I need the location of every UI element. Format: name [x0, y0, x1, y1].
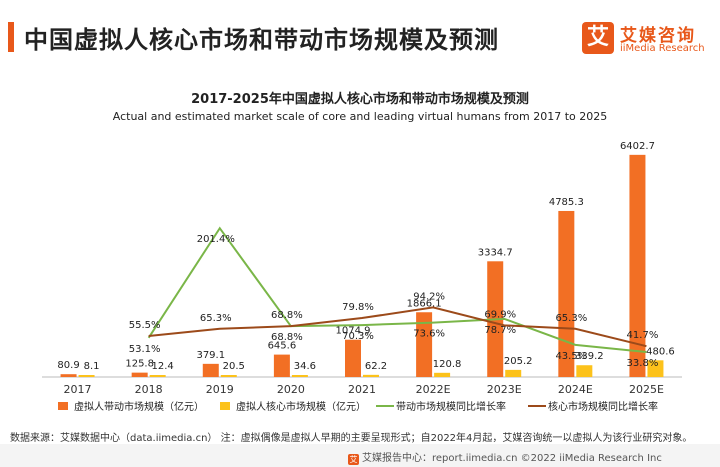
brand-logo: 艾 艾媒咨询 iiMedia Research — [582, 22, 712, 58]
line-label-core-2022E: 94.2% — [413, 291, 445, 302]
line-label-leading-2023E: 78.7% — [484, 325, 516, 336]
bar-leading-2019 — [202, 363, 219, 377]
bar-label-core-2024E: 339.2 — [575, 351, 604, 362]
bar-core-2018 — [149, 375, 166, 377]
legend-label-3: 核心市场规模同比增长率 — [548, 400, 658, 413]
logo-chinese-name: 艾媒咨询 — [620, 26, 696, 46]
footer-brand: 艾艾媒报告中心：report.iimedia.cn ©2022 iiMedia … — [348, 449, 662, 465]
bar-label-leading-2021: 1074.9 — [336, 326, 371, 337]
title-accent-bar — [8, 22, 14, 52]
x-tick-label-2023E: 2023E — [487, 383, 522, 396]
x-tick-label-2020: 2020 — [277, 383, 305, 396]
legend-label-1: 虚拟人核心市场规模（亿元） — [236, 400, 366, 413]
x-tick-label-2017: 2017 — [64, 383, 92, 396]
legend-swatch-1 — [220, 402, 230, 410]
bar-core-2020 — [291, 375, 308, 377]
bar-label-core-2019: 20.5 — [223, 361, 245, 372]
bar-label-core-2023E: 205.2 — [504, 356, 533, 367]
line-label-core-2021: 79.8% — [342, 302, 374, 313]
bar-label-core-2018: 12.4 — [152, 361, 174, 372]
footer-band — [0, 444, 720, 467]
bar-leading-2018 — [131, 372, 148, 377]
bar-label-leading-2025E: 6402.7 — [620, 141, 655, 152]
line-label-leading-2022E: 73.6% — [413, 329, 445, 340]
line-label-leading-2021: 70.3% — [342, 331, 374, 342]
x-tick-label-2021: 2021 — [348, 383, 376, 396]
line-label-core-2020: 68.8% — [271, 310, 303, 321]
bar-label-leading-2017: 80.9 — [57, 360, 79, 371]
bar-leading-2020 — [273, 354, 290, 377]
line-label-leading-2019: 201.4% — [197, 234, 235, 245]
line-label-core-2023E: 69.9% — [484, 309, 516, 320]
bar-leading-2024E — [558, 210, 575, 377]
legend-label-0: 虚拟人带动市场规模（亿元） — [74, 400, 204, 413]
bar-leading-2025E — [629, 154, 646, 377]
page-title: 中国虚拟人核心市场和带动市场规模及预测 — [24, 26, 499, 54]
bar-label-core-2020: 34.6 — [294, 361, 316, 372]
line-label-leading-2020: 68.8% — [271, 332, 303, 343]
bar-core-2019 — [220, 375, 237, 377]
bar-leading-2022E — [416, 312, 433, 377]
x-tick-label-2019: 2019 — [206, 383, 234, 396]
bar-label-leading-2018: 125.8 — [125, 359, 154, 370]
bar-core-2021 — [363, 374, 379, 377]
chart-subtitle: Actual and estimated market scale of cor… — [112, 110, 608, 123]
bar-label-leading-2022E: 1866.1 — [407, 298, 442, 309]
bar-leading-2021 — [345, 339, 361, 377]
bar-core-2022E — [434, 372, 451, 377]
iimedia-logo-icon: 艾 — [582, 22, 614, 54]
legend-swatch-0 — [58, 402, 68, 410]
legend-label-2: 带动市场规模同比增长率 — [396, 400, 506, 413]
bar-core-2025E — [647, 360, 664, 377]
footer-logo-icon: 艾 — [348, 454, 359, 465]
bar-label-leading-2019: 379.1 — [196, 350, 225, 361]
line-label-core-2024E: 65.3% — [555, 313, 587, 324]
bar-label-leading-2024E: 4785.3 — [549, 197, 584, 208]
line-label-leading-2024E: 43.5% — [555, 351, 587, 362]
x-tick-label-2024E: 2024E — [558, 383, 593, 396]
line-label-leading-2018: 53.1% — [129, 344, 161, 355]
bar-label-core-2025E: 480.6 — [646, 346, 675, 357]
line-label-core-2018: 55.5% — [129, 320, 161, 331]
chart-title: 2017-2025年中国虚拟人核心市场和带动市场规模及预测 — [191, 92, 529, 107]
bar-core-2024E — [576, 365, 593, 377]
line-label-core-2025E: 41.7% — [627, 330, 659, 341]
logo-english-name: iiMedia Research — [620, 43, 705, 54]
bar-leading-2017 — [60, 374, 77, 377]
x-tick-label-2018: 2018 — [135, 383, 163, 396]
x-tick-label-2022E: 2022E — [416, 383, 451, 396]
bar-core-2017 — [78, 375, 95, 377]
bar-core-2023E — [505, 369, 522, 377]
bar-label-leading-2023E: 3334.7 — [478, 247, 513, 258]
bar-label-core-2017: 8.1 — [84, 361, 100, 372]
bar-label-leading-2020: 645.6 — [268, 341, 297, 352]
x-tick-label-2025E: 2025E — [629, 383, 664, 396]
line-leading-growth — [147, 226, 647, 354]
bar-label-core-2021: 62.2 — [365, 361, 387, 372]
footer-brand-text: 艾媒报告中心：report.iimedia.cn ©2022 iiMedia R… — [362, 453, 662, 464]
source-note: 数据来源：艾媒数据中心（data.iimedia.cn） 注：虚拟偶像是虚拟人早… — [10, 433, 693, 444]
page-header: 中国虚拟人核心市场和带动市场规模及预测 艾 艾媒咨询 iiMedia Resea… — [0, 0, 720, 62]
line-core-growth — [148, 306, 647, 348]
bar-label-core-2022E: 120.8 — [433, 359, 462, 370]
line-label-core-2019: 65.3% — [200, 313, 232, 324]
line-label-leading-2025E: 33.8% — [627, 358, 659, 369]
